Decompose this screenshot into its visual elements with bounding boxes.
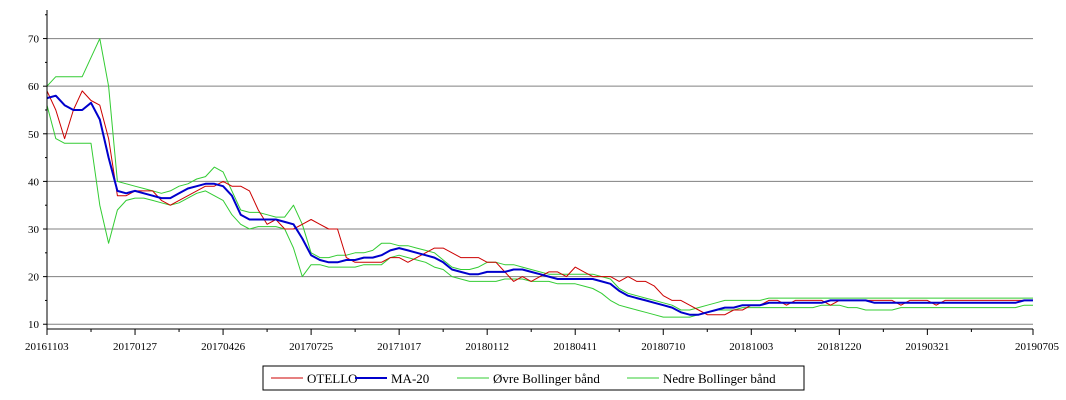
x-axis-ticks: 20161103 20170127 20170426 20170725 20171017… (25, 329, 1060, 353)
y-tick-label: 20 (28, 272, 40, 284)
legend-label: Nedre Bollinger bånd (663, 371, 776, 386)
x-tick-label: 20190321 (905, 341, 949, 353)
x-tick-label: 20181003 (729, 341, 774, 353)
legend-box (262, 365, 805, 391)
y-tick-label: 50 (28, 129, 40, 141)
y-tick-label: 30 (28, 224, 40, 236)
legend: OTELLO MA-20 Øvre Bollinger bånd Nedre Boll… (262, 365, 805, 391)
y-tick-label: 60 (28, 81, 40, 93)
x-tick-label: 20180710 (641, 341, 686, 353)
x-tick-label: 20190705 (1015, 341, 1060, 353)
x-tick-label: 20180112 (465, 341, 509, 353)
series-line--vre-bollinger-b-nd (46, 38, 1033, 311)
y-tick-label: 70 (28, 34, 40, 46)
x-tick-label: 20171017 (377, 341, 422, 353)
y-axis-ticks: 10 20 30 40 50 60 70 (28, 14, 47, 331)
series-line-ma-20 (46, 94, 1033, 316)
x-tick-label: 20180411 (553, 341, 597, 353)
y-tick-label: 10 (28, 319, 40, 331)
series-line-nedre-bollinger-b-nd (46, 105, 1033, 318)
x-tick-label: 20170127 (113, 341, 158, 353)
x-tick-label: 20170426 (201, 341, 246, 353)
x-tick-label: 20170725 (289, 341, 334, 353)
y-tick-label: 40 (28, 176, 40, 188)
legend-label: OTELLO (307, 371, 358, 386)
legend-label: MA-20 (391, 371, 429, 386)
gridlines (47, 38, 1033, 325)
x-tick-label: 20161103 (25, 341, 69, 353)
x-tick-label: 20181220 (817, 341, 862, 353)
legend-label: Øvre Bollinger bånd (493, 371, 600, 386)
series-lines (46, 38, 1033, 318)
